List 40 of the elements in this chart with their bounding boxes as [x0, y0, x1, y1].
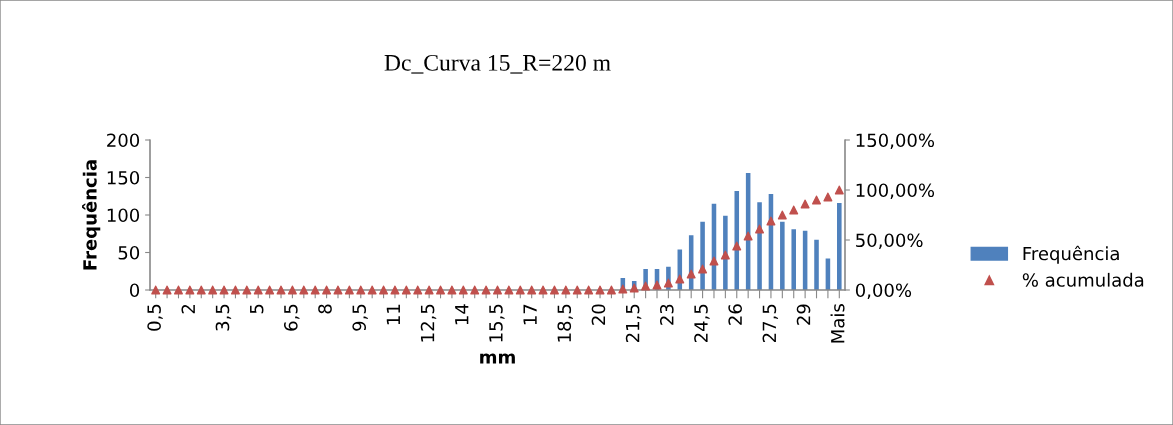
x-axis-title: mm — [480, 353, 515, 364]
x-tick-label: 0,5 — [147, 304, 163, 331]
y2-tick-label: 50,00% — [856, 233, 923, 249]
bar — [791, 229, 797, 290]
bar — [734, 191, 740, 290]
bar — [837, 203, 842, 290]
x-tick-label: 9,5 — [352, 304, 368, 331]
y-tick-label: 200 — [107, 133, 140, 148]
x-tick-label: 29 — [796, 304, 811, 325]
x-tick-label: 20 — [591, 304, 606, 325]
bar — [814, 239, 819, 290]
x-tick-label: 6,5 — [284, 304, 300, 331]
legend-label: % acumulada — [1022, 272, 1144, 287]
bar — [757, 202, 762, 290]
x-tick-label: 21,5 — [625, 304, 642, 343]
y-tick-label: 100 — [107, 208, 140, 223]
y2-tick-label: 0,00% — [855, 283, 912, 299]
x-tick-label: 3,5 — [215, 304, 232, 331]
y-tick-label: 150 — [107, 170, 140, 185]
y-axis-title: Frequência — [82, 160, 101, 270]
x-tick-label: 15,5 — [489, 304, 505, 342]
x-tick-label: 5 — [250, 304, 264, 314]
x-tick-label: 24,5 — [694, 304, 710, 343]
x-tick-label: 11 — [386, 304, 400, 325]
y2-tick-label: 100,00% — [856, 183, 935, 199]
chart-title: Dc_Curva 15_R=220 m — [384, 54, 611, 74]
x-tick-label: Mais — [830, 304, 845, 343]
legend-label: Frequência — [1023, 245, 1119, 264]
x-tick-label: 14 — [455, 304, 469, 325]
x-tick-label: 26 — [728, 304, 742, 325]
y2-tick-label: 150,00% — [856, 133, 935, 149]
y-tick-label: 0 — [129, 283, 140, 298]
x-tick-label: 12,5 — [420, 304, 437, 342]
y-tick-label: 50 — [118, 245, 140, 260]
x-tick-label: 27,5 — [762, 304, 779, 343]
x-tick-label: 18,5 — [557, 304, 573, 342]
x-tick-label: 2 — [181, 305, 195, 314]
x-tick-label: 8 — [318, 304, 332, 314]
x-tick-label: 17 — [523, 304, 537, 325]
x-tick-label: 23 — [659, 304, 674, 325]
